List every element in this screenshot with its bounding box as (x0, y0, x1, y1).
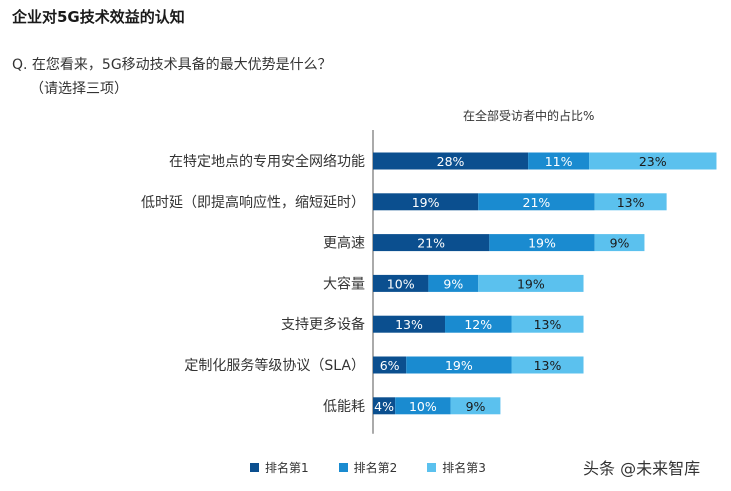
data-label: 11% (545, 154, 573, 169)
data-label: 13% (534, 317, 562, 332)
data-label: 19% (517, 276, 545, 291)
legend-label-rank2: 排名第2 (353, 461, 398, 475)
bar-segment (373, 274, 429, 292)
legend-swatch-rank3 (427, 463, 437, 472)
category-label: 更高速 (323, 235, 365, 252)
data-label: 19% (445, 358, 473, 373)
data-label: 13% (617, 195, 645, 210)
bar-segment (373, 234, 490, 252)
data-label: 9% (466, 399, 486, 414)
bar-segment (594, 193, 667, 211)
category-label: 低时延（即提高响应性，缩短延时） (141, 194, 365, 211)
legend-item-rank3: 排名第3 (427, 459, 486, 476)
bar-segment (373, 356, 407, 374)
data-label: 6% (380, 358, 400, 373)
data-label: 13% (534, 358, 562, 373)
bar-segment (528, 152, 590, 170)
bar-segment (406, 356, 512, 374)
legend-label-rank1: 排名第1 (265, 461, 309, 475)
data-label: 19% (412, 195, 440, 210)
data-label: 28% (437, 154, 465, 169)
legend-item-rank1: 排名第1 (250, 459, 309, 476)
data-label: 21% (417, 236, 445, 251)
bar-segment (478, 193, 595, 211)
data-label: 21% (523, 195, 551, 210)
question-note: （请选择三项） (30, 81, 128, 97)
bar-segment (373, 397, 396, 415)
data-label: 10% (409, 399, 437, 414)
bar-segment (489, 234, 595, 252)
category-label: 支持更多设备 (281, 316, 365, 333)
bar-segment (511, 356, 584, 374)
data-label: 4% (374, 399, 394, 414)
bar-segment (428, 274, 479, 292)
legend-label-rank3: 排名第3 (442, 461, 486, 475)
legend-swatch-rank2 (338, 463, 348, 472)
data-label: 13% (395, 317, 423, 332)
bar-segment (395, 397, 451, 415)
bar-segment (445, 315, 512, 333)
bar-segment (594, 234, 645, 252)
watermark: 头条 @未来智库 (583, 459, 701, 478)
legend-item-rank2: 排名第2 (338, 459, 398, 476)
data-label: 10% (387, 276, 415, 291)
bar-segment (589, 152, 717, 170)
category-label: 大容量 (323, 275, 365, 292)
page-title: 企业对5G技术效益的认知 (12, 8, 185, 26)
chart-title: 在全部受访者中的占比% (463, 109, 595, 123)
bar-segment (373, 315, 446, 333)
data-label: 19% (528, 236, 556, 251)
category-label: 低能耗 (323, 399, 365, 415)
data-label: 9% (610, 236, 630, 251)
data-label: 23% (639, 154, 667, 169)
data-label: 12% (464, 317, 492, 332)
legend-swatch-rank1 (250, 463, 259, 472)
category-label: 在特定地点的专用安全网络功能 (169, 153, 365, 170)
chart-legend: 排名第1 排名第2 排名第3 (250, 459, 486, 476)
bar-segment (511, 315, 584, 333)
data-label: 9% (443, 276, 463, 291)
bar-segment (373, 193, 479, 211)
category-label: 定制化服务等级协议（SLA） (184, 357, 365, 374)
bar-segment (450, 397, 501, 415)
question-text: Q. 在您看来，5G移动技术具备的最大优势是什么？ (12, 57, 332, 73)
bar-segment (478, 274, 584, 292)
bar-segment (373, 152, 529, 170)
